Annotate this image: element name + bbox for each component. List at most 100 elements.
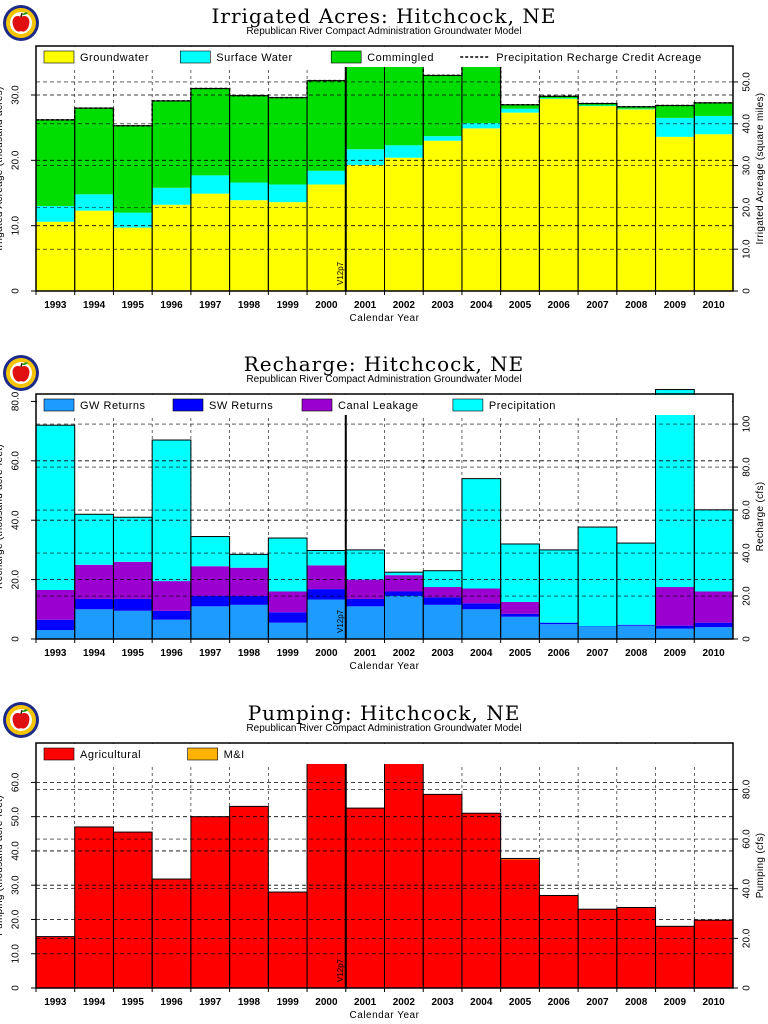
bar-canal-leakage-2000 <box>307 565 346 590</box>
bar-precipitation-2004 <box>461 478 501 589</box>
bar-m-i-2005 <box>500 858 540 860</box>
bar-groundwater-2002 <box>384 157 424 291</box>
legend-swatch <box>43 747 75 761</box>
bar-agricultural-2000 <box>307 763 346 988</box>
bar-commingled-2000 <box>307 80 346 171</box>
bar-precipitation-2008 <box>616 543 656 625</box>
x-tick-label: 2010 <box>703 997 726 1008</box>
legend-swatch <box>187 747 218 761</box>
bar-groundwater-2004 <box>461 128 501 291</box>
y2-tick-label: 80.0 <box>742 457 753 477</box>
chart-title: Pumping: Hitchcock, NE <box>247 701 521 725</box>
bar-sw-returns-2007 <box>578 626 617 628</box>
apple-logo-icon <box>2 4 40 42</box>
bar-groundwater-2010 <box>694 134 733 291</box>
bar-sw-returns-2009 <box>655 625 695 629</box>
x-tick-label: 1995 <box>122 300 145 311</box>
y2-tick-label: 30.0 <box>742 155 753 175</box>
y2-tick-label: 0 <box>742 636 753 642</box>
irrigated-acres-panel: Irrigated Acres: Hitchcock, NE Republica… <box>0 0 768 340</box>
bar-precipitation-1993 <box>36 425 75 590</box>
bar-sw-returns-1999 <box>268 612 308 623</box>
bar-precipitation-1994 <box>74 514 114 565</box>
bar-surface-water-1997 <box>190 175 230 194</box>
legend-box <box>37 47 732 67</box>
bar-gw-returns-2006 <box>539 624 579 639</box>
bar-sw-returns-1997 <box>190 595 230 607</box>
bar-sw-returns-2004 <box>461 603 501 610</box>
bar-precipitation-1998 <box>229 554 269 568</box>
bar-groundwater-1997 <box>190 193 230 291</box>
bar-groundwater-2007 <box>578 106 617 292</box>
bar-sw-returns-1994 <box>74 598 114 610</box>
chart-subtitle: Republican River Compact Administration … <box>246 723 522 734</box>
bar-surface-water-2009 <box>655 117 695 137</box>
bar-gw-returns-2010 <box>694 627 733 639</box>
x-tick-label: 2001 <box>354 997 377 1008</box>
y-tick-label: 40.0 <box>11 510 22 530</box>
bar-commingled-2003 <box>423 75 462 137</box>
y-tick-label: 30.0 <box>11 85 22 105</box>
x-tick-label: 2009 <box>664 997 687 1008</box>
bar-gw-returns-2007 <box>578 627 617 639</box>
bar-agricultural-1998 <box>229 806 269 988</box>
model-version-label: V12p7 <box>336 261 345 285</box>
bar-surface-water-2006 <box>539 98 579 99</box>
bar-gw-returns-2001 <box>345 606 385 639</box>
bar-surface-water-2002 <box>384 145 424 158</box>
x-tick-label: 2001 <box>354 648 377 659</box>
bar-gw-returns-2008 <box>616 625 656 639</box>
x-tick-label: 1999 <box>277 648 300 659</box>
y2-tick-label: 40.0 <box>742 114 753 134</box>
x-tick-label: 2001 <box>354 300 377 311</box>
bar-agricultural-2002 <box>384 749 424 988</box>
y-tick-label: 40.0 <box>11 841 22 861</box>
bar-surface-water-2007 <box>578 105 617 107</box>
bar-canal-leakage-2005 <box>500 601 540 614</box>
bar-precipitation-2006 <box>539 549 579 623</box>
legend-swatch <box>43 50 75 64</box>
x-tick-label: 1996 <box>160 648 183 659</box>
bar-gw-returns-1997 <box>190 606 230 639</box>
legend-swatch <box>452 398 484 412</box>
x-tick-label: 1994 <box>83 300 106 311</box>
bar-surface-water-1996 <box>152 187 191 205</box>
bar-canal-leakage-2004 <box>461 588 501 604</box>
bar-sw-returns-1998 <box>229 595 269 605</box>
x-tick-label: 1993 <box>44 648 67 659</box>
apple-logo-icon <box>2 701 40 739</box>
bar-agricultural-1996 <box>152 879 191 988</box>
legend-box <box>37 744 732 764</box>
recharge-panel: Recharge: Hitchcock, NE Republican River… <box>0 348 768 688</box>
x-tick-label: 2006 <box>548 300 571 311</box>
model-version-label: V12p7 <box>336 609 345 633</box>
x-tick-label: 2008 <box>625 997 648 1008</box>
y2-axis-label: Recharge (cfs) <box>755 482 766 552</box>
model-version-label: V12p7 <box>336 958 345 982</box>
x-tick-label: 2008 <box>625 300 648 311</box>
bar-sw-returns-2000 <box>307 589 346 600</box>
y-tick-label: 20.0 <box>11 150 22 170</box>
bar-gw-returns-1998 <box>229 604 269 639</box>
y-axis-label: Recharge (thousand acre-feet) <box>0 444 5 589</box>
bar-commingled-2007 <box>578 103 617 106</box>
x-tick-label: 2007 <box>586 300 609 311</box>
y-tick-label: 10.0 <box>11 944 22 964</box>
bar-agricultural-2004 <box>461 813 501 988</box>
y2-axis-label: Irrigated Acreage (square miles) <box>755 93 766 245</box>
y2-tick-label: 60.0 <box>742 500 753 520</box>
x-tick-label: 2004 <box>470 300 493 311</box>
bar-surface-water-2000 <box>307 170 346 185</box>
y-axis-label: Pumping (thousand acre-feet) <box>0 795 5 936</box>
legend-label: M&I <box>224 749 245 761</box>
bar-groundwater-1995 <box>113 227 153 291</box>
x-tick-label: 2003 <box>431 648 454 659</box>
bar-surface-water-2008 <box>616 108 656 110</box>
legend-label: Commingled <box>367 52 434 64</box>
bar-agricultural-1999 <box>268 892 308 988</box>
bar-groundwater-2005 <box>500 112 540 291</box>
x-tick-label: 2003 <box>431 997 454 1008</box>
x-tick-label: 2000 <box>315 997 338 1008</box>
bar-canal-leakage-2010 <box>694 591 733 623</box>
bar-surface-water-2004 <box>461 123 501 129</box>
